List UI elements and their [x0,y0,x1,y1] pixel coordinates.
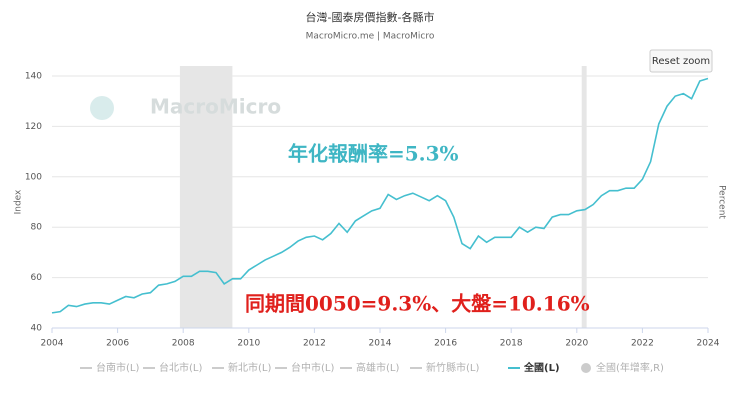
legend-item[interactable]: 台中市(L) [275,361,334,374]
annotation: 年化報酬率=5.3% [288,142,459,166]
legend-item[interactable]: 台北市(L) [143,361,202,374]
y-tick-label: 80 [31,223,43,233]
watermark: MacroMicro [150,95,281,119]
series-line [51,77,709,314]
legend-label[interactable]: 台中市(L) [291,361,334,374]
x-tick-label: 2010 [237,339,260,349]
x-tick-label: 2016 [434,339,457,349]
legend-item[interactable]: 新竹縣市(L) [410,361,479,374]
legend-item[interactable]: 全國(年增率,R) [581,361,664,374]
legend: 台南市(L) 台北市(L) 新北市(L) 台中市(L) 高雄市(L) 新竹縣市(L) 全國(… [80,361,664,374]
legend-symbol[interactable] [581,363,591,373]
chart-title: 台灣-國泰房價指數-各縣市 [306,10,435,24]
legend-item[interactable]: 全國(L) [508,361,560,374]
y-axis-label: Index [14,189,24,214]
x-tick-label: 2020 [565,339,588,349]
legend-label[interactable]: 台南市(L) [96,361,139,374]
shaded-range [581,66,587,328]
x-tick-label: 2006 [106,339,129,349]
legend-label[interactable]: 全國(L) [523,361,560,374]
y-tick-label: 100 [25,172,42,182]
x-tick-label: 2018 [500,339,523,349]
legend-item[interactable]: 台南市(L) [80,361,139,374]
x-tick-label: 2014 [369,339,392,349]
y-tick-label: 60 [31,273,43,283]
legend-label[interactable]: 新北市(L) [228,361,271,374]
legend-item[interactable]: 新北市(L) [212,361,271,374]
y2-axis-label: Percent [717,185,727,219]
legend-label[interactable]: 新竹縣市(L) [426,361,479,374]
annotation: 同期間0050=9.3%、大盤=10.16% [245,292,590,316]
x-tick-label: 2008 [172,339,195,349]
button-box[interactable] [649,49,713,73]
plot-area: 40 60 80 100 120 140 2004 2006 2008 2010 2012 2014 2… [25,66,720,349]
legend-item[interactable]: 高雄市(L) [340,361,399,374]
y-tick-label: 120 [25,122,42,132]
y-tick-label: 140 [25,72,42,82]
legend-label[interactable]: 台北市(L) [159,361,202,374]
legend-label[interactable]: 全國(年增率,R) [596,361,664,374]
x-tick-label: 2004 [41,339,64,349]
watermark-logo [90,96,114,120]
chart-subtitle: MacroMicro.me | MacroMicro [306,32,435,42]
button-label[interactable]: Reset zoom [652,56,710,67]
legend-label[interactable]: 高雄市(L) [356,361,399,374]
x-tick-label: 2022 [631,339,654,349]
x-tick-label: 2024 [697,339,720,349]
reset-zoom-button[interactable]: Reset zoom [649,49,713,73]
y-tick-label: 40 [31,324,43,334]
x-tick-label: 2012 [303,339,326,349]
